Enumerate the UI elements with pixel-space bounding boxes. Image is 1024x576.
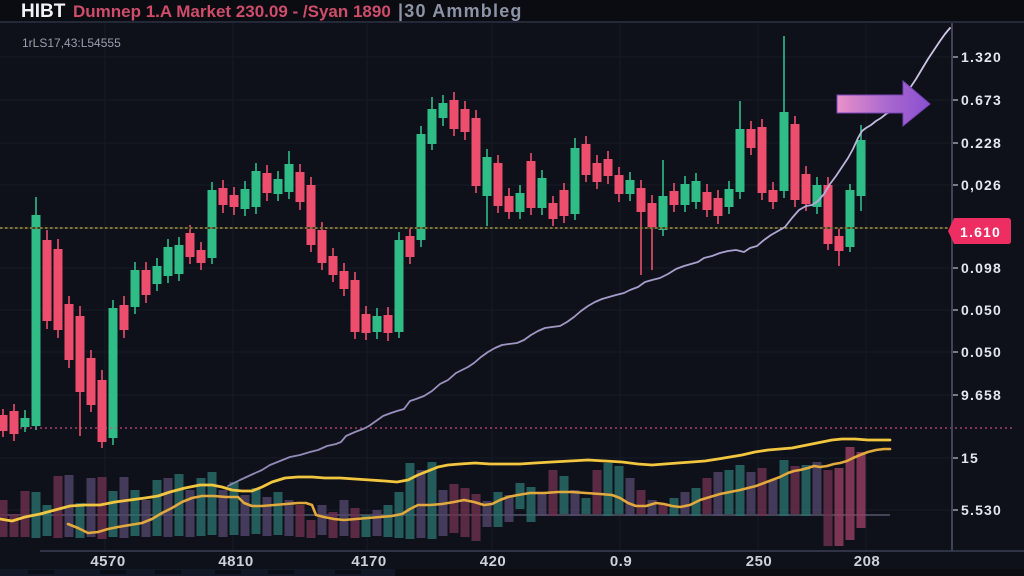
svg-text:|30 Ammbleg: |30 Ammbleg — [398, 1, 523, 21]
svg-text:4570: 4570 — [90, 553, 125, 570]
svg-text:420: 420 — [480, 553, 507, 570]
svg-text:0.050: 0.050 — [961, 302, 1002, 318]
svg-text:0.9: 0.9 — [610, 553, 632, 570]
svg-text:9.658: 9.658 — [961, 387, 1002, 403]
svg-text:Dumnep 1.A Market 230.09 - /Sy: Dumnep 1.A Market 230.09 - /Syan 1890 — [73, 2, 391, 21]
svg-text:250: 250 — [746, 553, 773, 570]
svg-text:0.098: 0.098 — [961, 260, 1002, 276]
svg-text:0.228: 0.228 — [961, 135, 1002, 151]
svg-text:1.320: 1.320 — [961, 49, 1002, 65]
svg-text:1rLS17,43:L54555: 1rLS17,43:L54555 — [22, 36, 121, 50]
svg-text:5.530: 5.530 — [961, 502, 1002, 518]
svg-text:0.673: 0.673 — [961, 92, 1002, 108]
svg-text:0,026: 0,026 — [961, 177, 1002, 193]
svg-text:HIBT: HIBT — [21, 1, 66, 22]
svg-text:208: 208 — [854, 553, 881, 570]
svg-text:1.610: 1.610 — [960, 224, 1001, 240]
svg-text:0.050: 0.050 — [961, 344, 1002, 360]
svg-text:15: 15 — [961, 450, 979, 466]
svg-text:4810: 4810 — [218, 553, 253, 570]
svg-text:4170: 4170 — [351, 553, 386, 570]
